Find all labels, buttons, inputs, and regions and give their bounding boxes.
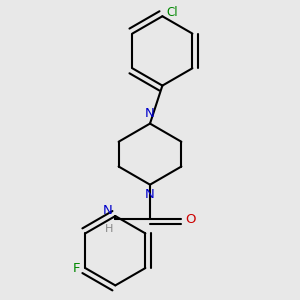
Text: O: O [185,213,196,226]
Text: N: N [145,107,155,120]
Text: Cl: Cl [167,6,178,20]
Text: H: H [104,224,113,234]
Text: F: F [73,262,80,275]
Text: N: N [145,188,155,201]
Text: N: N [102,204,112,217]
